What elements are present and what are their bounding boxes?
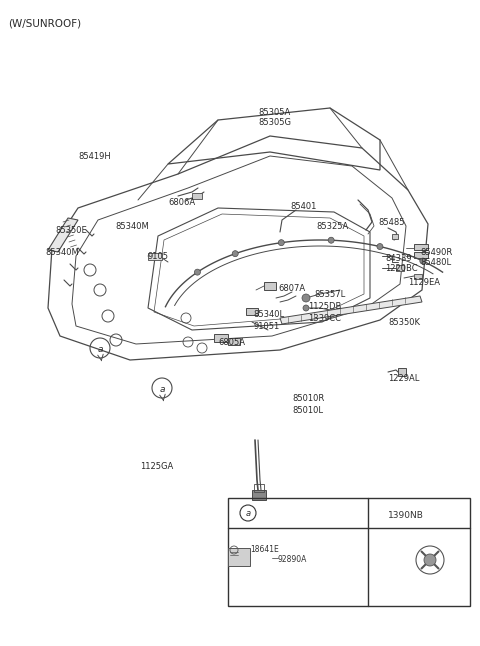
Bar: [414, 244, 428, 250]
Text: 85350K: 85350K: [388, 318, 420, 327]
Text: (W/SUNROOF): (W/SUNROOF): [8, 18, 81, 28]
Text: 85350E: 85350E: [55, 226, 87, 235]
Text: a: a: [97, 344, 103, 353]
Bar: [192, 193, 202, 199]
Bar: [414, 274, 422, 279]
Text: 91051: 91051: [253, 322, 279, 331]
Bar: [228, 498, 470, 606]
Text: 85357L: 85357L: [314, 290, 345, 299]
Text: 1339CC: 1339CC: [308, 314, 341, 323]
Text: 92890A: 92890A: [278, 556, 307, 565]
Text: 1125GA: 1125GA: [140, 462, 173, 471]
Bar: [228, 548, 250, 566]
Bar: [246, 308, 258, 315]
Text: 85340M: 85340M: [115, 222, 149, 231]
Text: 85419H: 85419H: [78, 152, 111, 161]
Circle shape: [420, 258, 426, 264]
Circle shape: [232, 251, 238, 256]
Circle shape: [377, 244, 383, 249]
Text: 85340M: 85340M: [45, 248, 79, 257]
Circle shape: [194, 269, 201, 275]
Circle shape: [303, 305, 309, 311]
Text: a: a: [245, 510, 251, 519]
Text: 1220BC: 1220BC: [385, 264, 418, 273]
Bar: [228, 338, 240, 345]
Text: 85325A: 85325A: [316, 222, 348, 231]
Text: a: a: [159, 384, 165, 393]
Text: 85010L: 85010L: [292, 406, 323, 415]
Bar: [252, 490, 266, 500]
Bar: [148, 253, 162, 260]
Text: 85305G: 85305G: [258, 118, 291, 127]
Text: 1229AL: 1229AL: [388, 374, 420, 383]
Text: 18641E: 18641E: [250, 545, 279, 554]
Bar: [264, 282, 276, 290]
Bar: [254, 484, 264, 492]
Bar: [392, 234, 398, 239]
Text: 9105: 9105: [148, 252, 169, 261]
Text: 1390NB: 1390NB: [388, 512, 424, 521]
Circle shape: [302, 294, 310, 302]
Text: 85010R: 85010R: [292, 394, 324, 403]
Text: 6805A: 6805A: [218, 338, 245, 347]
Polygon shape: [48, 218, 78, 252]
Text: 85340L: 85340L: [253, 310, 284, 319]
Text: 85490R: 85490R: [420, 248, 452, 257]
Text: 85480L: 85480L: [420, 258, 451, 267]
Text: 84339: 84339: [385, 254, 412, 263]
Circle shape: [424, 554, 436, 566]
Text: 1125DB: 1125DB: [308, 302, 341, 311]
Text: 85305A: 85305A: [258, 108, 290, 117]
Text: 85485: 85485: [378, 218, 405, 227]
Polygon shape: [280, 296, 422, 324]
Text: 6806A: 6806A: [168, 198, 195, 207]
Circle shape: [328, 237, 334, 244]
Bar: [398, 368, 406, 376]
Text: 1129EA: 1129EA: [408, 278, 440, 287]
Text: 6807A: 6807A: [278, 284, 305, 293]
Bar: [414, 252, 428, 258]
Text: 85401: 85401: [290, 202, 316, 211]
Circle shape: [278, 240, 284, 245]
Bar: [214, 334, 228, 342]
Bar: [396, 265, 404, 271]
